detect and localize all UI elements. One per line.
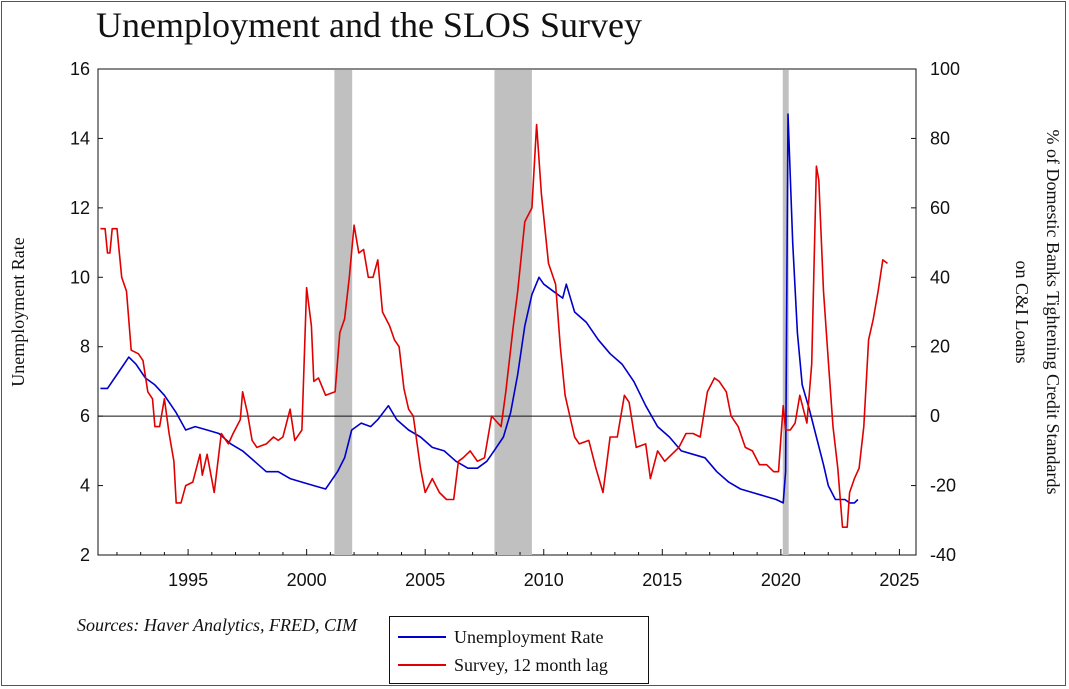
legend-swatch-red bbox=[398, 664, 446, 666]
right-tick-label: 0 bbox=[930, 406, 940, 426]
right-tick-label: 60 bbox=[930, 198, 950, 218]
left-tick-label: 10 bbox=[70, 267, 90, 287]
left-tick-label: 12 bbox=[70, 198, 90, 218]
x-tick-label: 2005 bbox=[405, 570, 445, 590]
recession-band bbox=[494, 70, 532, 555]
right-axis-title-line1: % of Domestic Banks Tightening Credit St… bbox=[1043, 130, 1063, 495]
x-tick-label: 2000 bbox=[287, 570, 327, 590]
legend-item-survey: Survey, 12 month lag bbox=[398, 653, 608, 677]
right-tick-label: -40 bbox=[930, 545, 956, 565]
left-axis-title: Unemployment Rate bbox=[8, 237, 28, 386]
legend-label: Survey, 12 month lag bbox=[454, 654, 608, 675]
left-tick-label: 4 bbox=[80, 476, 90, 496]
recession-band bbox=[334, 70, 353, 555]
right-tick-label: 80 bbox=[930, 128, 950, 148]
left-tick-label: 2 bbox=[80, 545, 90, 565]
recession-bands bbox=[334, 70, 789, 555]
left-axis: 2 4 6 8 10 12 14 16 bbox=[70, 59, 103, 565]
left-tick-label: 14 bbox=[70, 128, 90, 148]
series-line bbox=[100, 113, 859, 504]
x-tick-label: 2015 bbox=[642, 570, 682, 590]
right-axis: -40 -20 0 20 40 60 80 100 bbox=[911, 59, 960, 565]
right-tick-label: 100 bbox=[930, 59, 960, 79]
left-tick-label: 8 bbox=[80, 337, 90, 357]
legend: Unemployment Rate Survey, 12 month lag bbox=[389, 616, 649, 684]
x-tick-label: 2020 bbox=[761, 570, 801, 590]
x-tick-label: 2025 bbox=[879, 570, 919, 590]
source-note: Sources: Haver Analytics, FRED, CIM bbox=[77, 615, 357, 635]
x-tick-label: 1995 bbox=[168, 570, 208, 590]
left-tick-label: 16 bbox=[70, 59, 90, 79]
legend-item-unemployment: Unemployment Rate bbox=[398, 625, 603, 649]
right-tick-label: 20 bbox=[930, 337, 950, 357]
series-line bbox=[100, 123, 888, 528]
x-axis: 1995 2000 2005 2010 2015 2020 2025 bbox=[116, 549, 919, 590]
right-axis-title-line2: on C&I Loans bbox=[1012, 261, 1032, 364]
legend-label: Unemployment Rate bbox=[454, 626, 604, 647]
right-tick-label: 40 bbox=[930, 267, 950, 287]
left-tick-label: 6 bbox=[80, 406, 90, 426]
recession-band bbox=[782, 70, 789, 555]
chart-title: Unemployment and the SLOS Survey bbox=[96, 5, 642, 45]
x-tick-label: 2010 bbox=[524, 570, 564, 590]
right-tick-label: -20 bbox=[930, 476, 956, 496]
legend-swatch-blue bbox=[398, 636, 446, 638]
series-lines bbox=[100, 113, 888, 528]
